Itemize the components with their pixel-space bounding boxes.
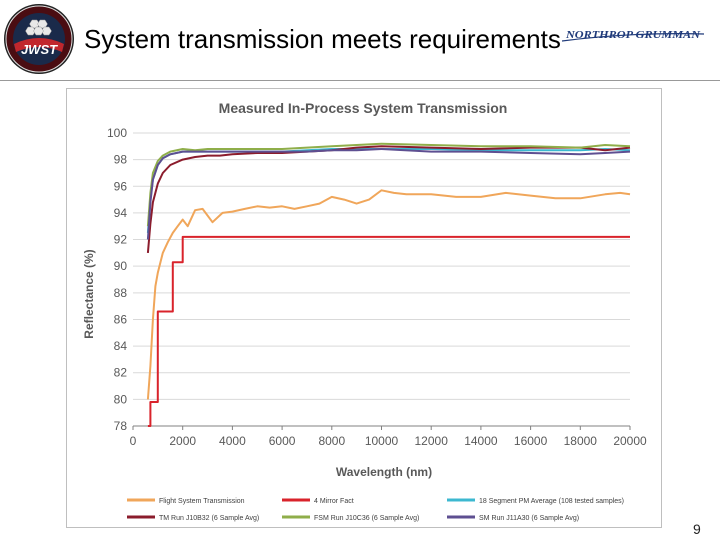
y-tick-label: 100 xyxy=(107,126,127,140)
y-tick-label: 98 xyxy=(114,153,128,167)
y-axis-label: Reflectance (%) xyxy=(82,249,96,338)
series-line-6 xyxy=(146,148,631,240)
y-tick-label: 96 xyxy=(114,179,128,193)
y-tick-label: 82 xyxy=(114,366,128,380)
y-tick-label: 90 xyxy=(114,259,128,273)
y-tick-label: 78 xyxy=(114,419,128,433)
axis-layer: 78 80 82 84 86 88 90 92 94 96 98 100 0 2000 4000 6000 80… xyxy=(107,126,647,448)
northrop-grumman-logo: NORTHROP GRUMMAN xyxy=(562,30,704,42)
legend-label: 18 Segment PM Average (108 tested sample… xyxy=(479,498,624,505)
series-line-4 xyxy=(146,145,631,253)
chart-title: Measured In-Process System Transmission xyxy=(219,100,508,116)
x-tick-label: 6000 xyxy=(269,434,296,448)
x-tick-label: 8000 xyxy=(318,434,345,448)
x-tick-label: 2000 xyxy=(169,434,196,448)
brand-text: NORTHROP GRUMMAN xyxy=(565,30,701,41)
title-divider xyxy=(0,80,720,81)
grid-layer xyxy=(133,132,630,427)
transmission-chart: Measured In-Process System Transmission … xyxy=(82,100,647,522)
jwst-logo: JWST xyxy=(4,4,74,74)
x-tick-label: 16000 xyxy=(514,434,548,448)
y-tick-label: 88 xyxy=(114,286,128,300)
chart-container: Measured In-Process System Transmission … xyxy=(66,88,662,528)
x-tick-label: 18000 xyxy=(564,434,598,448)
x-axis-label: Wavelength (nm) xyxy=(336,465,432,479)
y-tick-label: 94 xyxy=(114,206,128,220)
page-number: 9 xyxy=(693,521,701,537)
x-tick-label: 20000 xyxy=(613,434,647,448)
x-tick-label: 12000 xyxy=(415,434,449,448)
series-line-2 xyxy=(147,235,630,427)
slide-title: System transmission meets requirements xyxy=(84,24,561,54)
y-tick-label: 86 xyxy=(114,312,128,326)
legend-label: FSM Run J10C36 (6 Sample Avg) xyxy=(314,515,419,522)
x-tick-label: 14000 xyxy=(464,434,498,448)
y-tick-label: 80 xyxy=(114,392,128,406)
series-line-1 xyxy=(146,189,631,400)
legend-label: 4 Mirror Fact xyxy=(314,498,354,505)
logo-text: JWST xyxy=(21,42,58,57)
legend-label: TM Run J10B32 (6 Sample Avg) xyxy=(159,515,259,522)
x-tick-label: 4000 xyxy=(219,434,246,448)
y-tick-label: 84 xyxy=(114,339,128,353)
y-tick-label: 92 xyxy=(114,233,128,247)
series-layer xyxy=(146,142,631,427)
x-tick-label: 10000 xyxy=(365,434,399,448)
series-line-5 xyxy=(146,142,631,227)
legend-label: SM Run J11A30 (6 Sample Avg) xyxy=(479,515,579,522)
legend: Flight System Transmission 4 Mirror Fact 1… xyxy=(127,498,624,522)
x-tick-label: 0 xyxy=(130,434,137,448)
legend-label: Flight System Transmission xyxy=(159,498,245,505)
